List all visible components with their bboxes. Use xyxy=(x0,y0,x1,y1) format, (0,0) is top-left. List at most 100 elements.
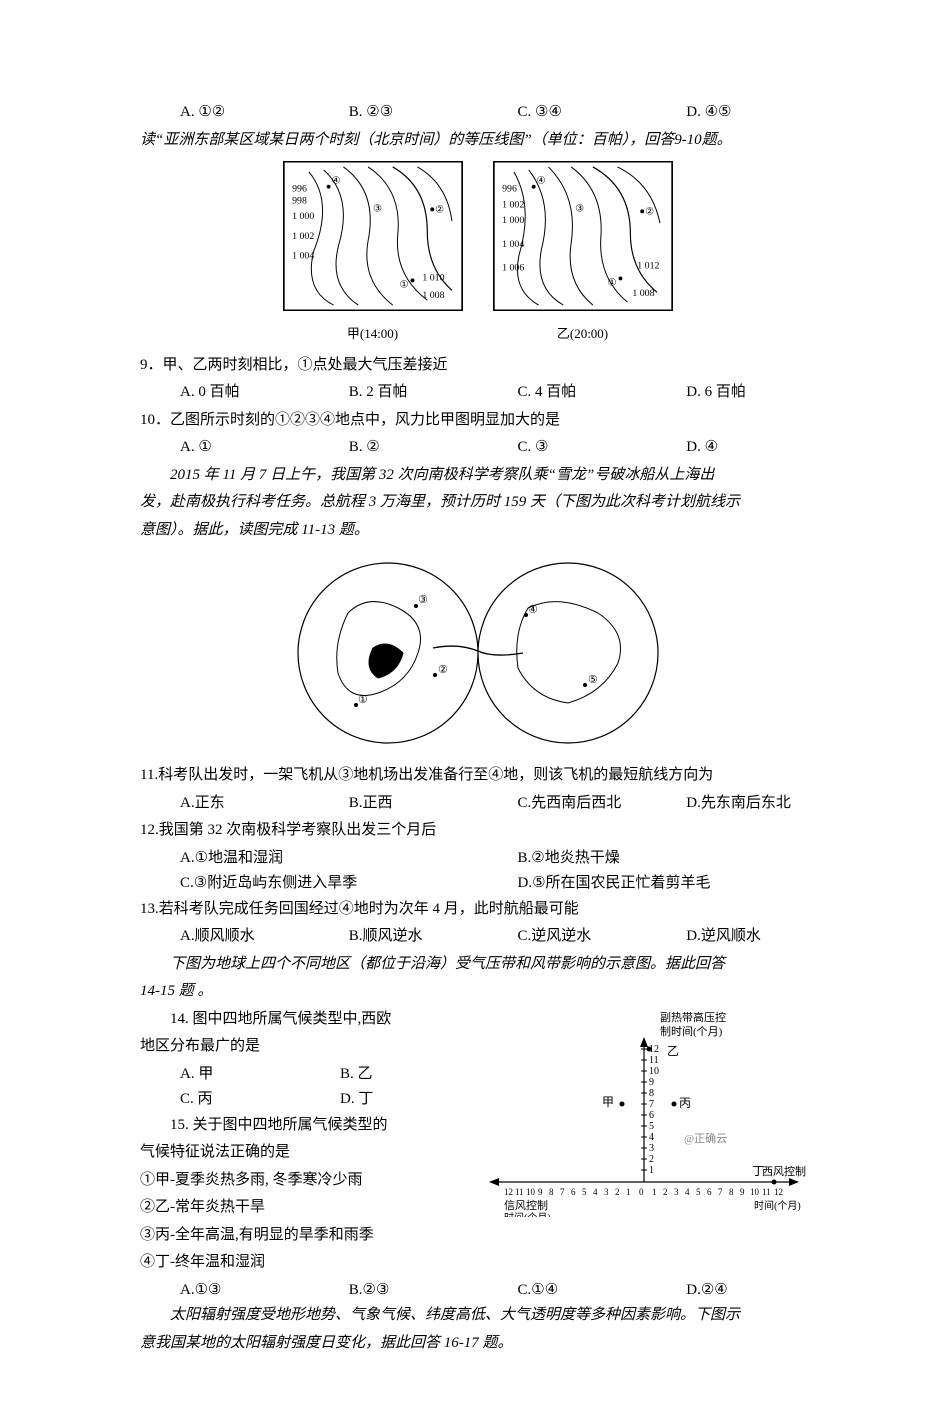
svg-text:4: 4 xyxy=(593,1187,598,1197)
svg-text:1 008: 1 008 xyxy=(422,290,444,301)
svg-text:3: 3 xyxy=(674,1187,679,1197)
svg-text:7: 7 xyxy=(649,1099,654,1110)
q15-opt-d[interactable]: D.②④ xyxy=(646,1278,815,1304)
svg-text:5: 5 xyxy=(696,1187,701,1197)
svg-text:9: 9 xyxy=(649,1077,654,1088)
svg-text:丙: 丙 xyxy=(679,1096,691,1110)
svg-text:6: 6 xyxy=(707,1187,712,1197)
svg-text:0: 0 xyxy=(639,1187,644,1197)
svg-text:6: 6 xyxy=(571,1187,576,1197)
svg-text:1 002: 1 002 xyxy=(502,199,524,210)
q12-stem: 12.我国第 32 次南极科学考察队出发三个月后 xyxy=(140,818,815,844)
q15-opt-b[interactable]: B.②③ xyxy=(309,1278,478,1304)
svg-text:11: 11 xyxy=(762,1187,771,1197)
intro-14-15-b: 14-15 题 。 xyxy=(140,979,815,1005)
q8-opt-c[interactable]: C. ③④ xyxy=(478,100,647,126)
q12-options-row1: A.①地温和湿润 B.②地炎热干燥 xyxy=(140,846,815,872)
svg-text:③: ③ xyxy=(373,203,382,214)
q9-opt-a[interactable]: A. 0 百帕 xyxy=(140,380,309,406)
q8-opt-d[interactable]: D. ④⑤ xyxy=(646,100,815,126)
intro-11-13-a: 2015 年 11 月 7 日上午，我国第 32 次向南极科学考察队乘“雪龙”号… xyxy=(140,463,815,489)
svg-text:甲: 甲 xyxy=(602,1095,614,1109)
q15-l2: ②乙-常年炎热干旱 xyxy=(140,1195,460,1221)
q15-l3: ③丙-全年高温,有明显的旱季和雨季 xyxy=(140,1223,460,1249)
q11-opt-b[interactable]: B.正西 xyxy=(309,791,478,817)
q12-opt-a[interactable]: A.①地温和湿润 xyxy=(140,846,478,872)
svg-text:996: 996 xyxy=(292,184,307,195)
svg-text:③: ③ xyxy=(575,203,584,214)
q14-stem-a: 14. 图中四地所属气候类型中,西欧 xyxy=(140,1007,460,1033)
q11-opt-d[interactable]: D.先东南后东北 xyxy=(646,791,815,817)
q11-opt-a[interactable]: A.正东 xyxy=(140,791,309,817)
intro-11-13-b: 发，赴南极执行科考任务。总航程 3 万海里，预计历时 159 天（下图为此次科考… xyxy=(140,490,815,516)
svg-text:8: 8 xyxy=(549,1187,554,1197)
q11-opt-c[interactable]: C.先西南后西北 xyxy=(478,791,647,817)
q10-stem: 10．乙图所示时刻的①②③④地点中，风力比甲图明显加大的是 xyxy=(140,408,815,434)
svg-text:④: ④ xyxy=(528,604,538,616)
svg-text:②: ② xyxy=(645,206,654,217)
q13-opt-d[interactable]: D.逆风顺水 xyxy=(646,924,815,950)
svg-text:2: 2 xyxy=(663,1187,668,1197)
svg-text:副热带高压控: 副热带高压控 xyxy=(660,1010,726,1024)
q13-opt-a[interactable]: A.顺风顺水 xyxy=(140,924,309,950)
q12-options-row2: C.③附近岛屿东侧进入旱季 D.⑤所在国农民正忙着剪羊毛 xyxy=(140,871,815,897)
q14-opt-c[interactable]: C. 丙 xyxy=(140,1087,300,1113)
figure-isobar-maps: 996 998 1 000 1 002 1 004 1 010 1 008 ④ … xyxy=(140,161,815,345)
svg-text:9: 9 xyxy=(538,1187,543,1197)
q9-stem: 9．甲、乙两时刻相比，①点处最大气压差接近 xyxy=(140,353,815,379)
svg-text:3: 3 xyxy=(649,1143,654,1154)
svg-text:时间(个月): 时间(个月) xyxy=(754,1199,801,1212)
q13-opt-c[interactable]: C.逆风逆水 xyxy=(478,924,647,950)
svg-text:8: 8 xyxy=(729,1187,734,1197)
q11-stem: 11.科考队出发时，一架飞机从③地机场出发准备行至④地，则该飞机的最短航线方向为 xyxy=(140,763,815,789)
svg-text:④: ④ xyxy=(331,176,340,187)
svg-text:1 012: 1 012 xyxy=(637,261,659,272)
svg-text:制时间(个月): 制时间(个月) xyxy=(660,1025,723,1038)
q15-l1: ①甲-夏季炎热多雨, 冬季寒冷少雨 xyxy=(140,1168,460,1194)
q15-opt-a[interactable]: A.①③ xyxy=(140,1278,309,1304)
intro-9-10: 读“亚洲东部某区域某日两个时刻（北京时间）的等压线图”（单位：百帕），回答9-1… xyxy=(140,128,815,154)
q13-stem: 13.若科考队完成任务回国经过④地时为次年 4 月，此时航船最可能 xyxy=(140,897,815,923)
q12-opt-b[interactable]: B.②地炎热干燥 xyxy=(478,846,816,872)
svg-text:信风控制: 信风控制 xyxy=(504,1198,548,1212)
svg-text:1 010: 1 010 xyxy=(422,272,444,283)
q9-options: A. 0 百帕 B. 2 百帕 C. 4 百帕 D. 6 百帕 xyxy=(140,380,815,406)
q9-opt-c[interactable]: C. 4 百帕 xyxy=(478,380,647,406)
svg-text:西风控制: 西风控制 xyxy=(762,1164,806,1178)
q8-opt-b[interactable]: B. ②③ xyxy=(309,100,478,126)
intro-14-15-a: 下图为地球上四个不同地区（都位于沿海）受气压带和风带影响的示意图。据此回答 xyxy=(140,952,815,978)
svg-text:998: 998 xyxy=(292,195,307,206)
svg-text:996: 996 xyxy=(502,184,517,195)
svg-text:7: 7 xyxy=(718,1187,723,1197)
q10-opt-a[interactable]: A. ① xyxy=(140,435,309,461)
q13-opt-b[interactable]: B.顺风逆水 xyxy=(309,924,478,950)
q10-opt-d[interactable]: D. ④ xyxy=(646,435,815,461)
q10-opt-c[interactable]: C. ③ xyxy=(478,435,647,461)
intro-11-13-c: 意图）。据此，读图完成 11-13 题。 xyxy=(140,518,815,544)
q14-opt-d[interactable]: D. 丁 xyxy=(300,1087,460,1113)
svg-text:1 000: 1 000 xyxy=(502,215,524,226)
q14-stem-b: 地区分布最广的是 xyxy=(140,1034,460,1060)
q11-options: A.正东 B.正西 C.先西南后西北 D.先东南后东北 xyxy=(140,791,815,817)
q8-opt-a[interactable]: A. ①② xyxy=(140,100,309,126)
svg-text:③: ③ xyxy=(418,594,428,606)
svg-text:11: 11 xyxy=(515,1187,524,1197)
svg-text:4: 4 xyxy=(649,1132,654,1143)
svg-text:⑤: ⑤ xyxy=(588,674,598,686)
map-yi-caption: 乙(20:00) xyxy=(493,323,673,345)
q10-opt-b[interactable]: B. ② xyxy=(309,435,478,461)
svg-text:1 004: 1 004 xyxy=(292,251,314,262)
q9-opt-d[interactable]: D. 6 百帕 xyxy=(646,380,815,406)
svg-text:1 008: 1 008 xyxy=(632,288,654,299)
q12-opt-c[interactable]: C.③附近岛屿东侧进入旱季 xyxy=(140,871,478,897)
svg-text:5: 5 xyxy=(582,1187,587,1197)
q9-opt-b[interactable]: B. 2 百帕 xyxy=(309,380,478,406)
svg-text:②: ② xyxy=(435,204,444,215)
climate-chart: 副热带高压控 制时间(个月) 1 2 3 4 5 6 7 8 9 10 11 1… xyxy=(474,1007,814,1217)
q12-opt-d[interactable]: D.⑤所在国农民正忙着剪羊毛 xyxy=(478,871,816,897)
q14-opt-b[interactable]: B. 乙 xyxy=(300,1062,460,1088)
q15-l4: ④丁-终年温和湿润 xyxy=(140,1250,460,1276)
svg-text:1: 1 xyxy=(626,1187,631,1197)
q15-opt-c[interactable]: C.①④ xyxy=(478,1278,647,1304)
q14-opt-a[interactable]: A. 甲 xyxy=(140,1062,300,1088)
